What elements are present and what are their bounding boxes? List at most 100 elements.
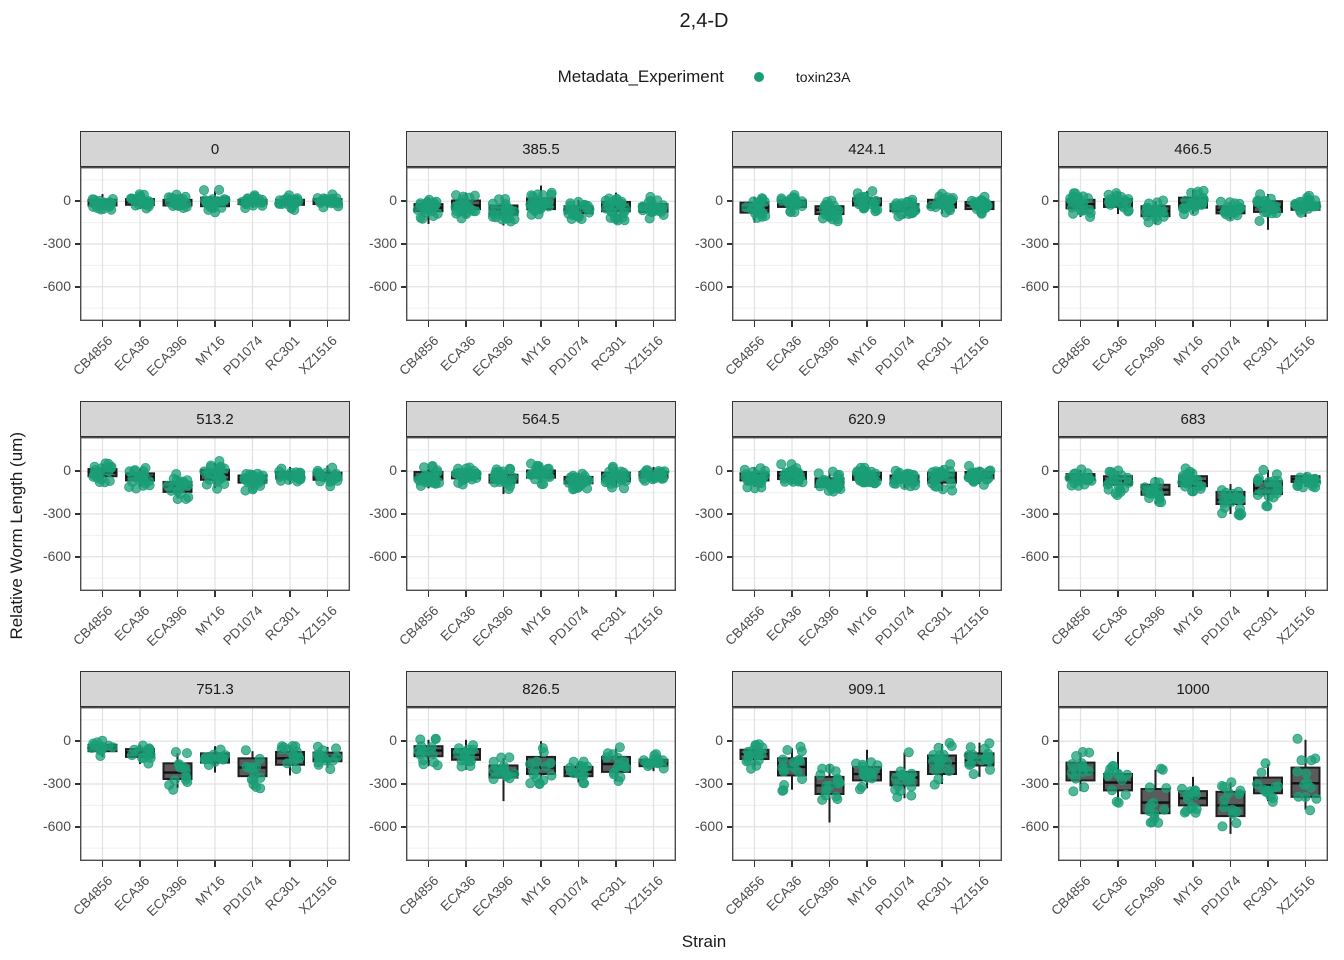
data-point [818,474,829,485]
x-tick-mark [791,321,793,327]
data-point [611,477,622,488]
data-point [1217,821,1228,832]
data-point [274,195,285,206]
x-tick-mark [577,591,580,597]
y-tick-mark [727,513,732,515]
x-tick-label-XZ1516: XZ1516 [948,333,993,378]
x-tick-label-PD1074: PD1074 [1197,333,1244,379]
x-tick-label-PD1074: PD1074 [1197,603,1244,649]
data-point [1113,769,1124,780]
data-point [432,760,443,771]
y-tick-label: 0 [63,732,71,749]
data-point [866,757,877,768]
legend-item-label: toxin23A [795,69,851,85]
data-point [1085,207,1096,218]
x-tick-label-XZ1516: XZ1516 [948,873,993,918]
x-tick-mark [652,591,655,597]
data-point [1152,215,1163,226]
data-point [1234,503,1245,514]
y-tick-mark [727,285,732,288]
x-tick-label-CB4856: CB4856 [395,603,442,649]
data-point [213,471,224,482]
y-tick-mark [75,513,80,515]
data-point [1115,487,1126,498]
x-tick-mark [540,591,542,597]
y-tick-label: 0 [389,732,397,749]
data-point [253,193,264,204]
data-point [906,790,917,801]
x-tick-label-CB4856: CB4856 [395,333,442,379]
x-tick-mark [866,591,868,597]
x-tick-mark [326,321,329,327]
data-point [1235,785,1246,796]
data-point [757,193,768,204]
data-point [644,213,655,224]
facet-grid: 0 0 -300 -600 CB4856 ECA36 ECA396 MY16 PD1074 RC3… [24,131,1328,941]
x-tick-label-PD1074: PD1074 [219,603,266,649]
data-point [1252,196,1263,207]
data-point [563,208,574,219]
data-point [531,756,542,767]
data-point [278,469,289,480]
data-point [1156,203,1167,214]
data-point [417,213,428,224]
x-tick-mark [615,321,617,327]
panel-canvas [1058,707,1328,861]
y-tick-mark [401,200,406,203]
facet-strip: 1000 [1058,671,1328,707]
y-tick-label: -300 [694,775,723,791]
data-point [95,200,106,211]
y-tick-mark [727,470,732,473]
x-tick-mark [214,591,216,597]
facet-panel-826.5: 826.5 0 -300 -600 CB4856 ECA36 ECA396 MY16 PD107… [350,671,676,941]
data-point [332,752,343,763]
data-point [856,781,867,792]
y-tick-label: -600 [1020,817,1049,834]
data-point [851,758,862,769]
data-point [1252,779,1263,790]
x-tick-label-XZ1516: XZ1516 [622,873,667,918]
data-point [130,465,141,476]
y-tick-mark [75,783,80,785]
data-point [1298,482,1309,493]
data-point [1189,206,1200,217]
x-tick-label-MY16: MY16 [844,603,880,639]
data-point [565,472,576,483]
y-tick-label: -300 [368,775,397,791]
data-point [789,207,800,218]
data-point [1182,474,1193,485]
data-point [1117,200,1128,211]
data-point [1218,802,1229,813]
x-tick-label-PD1074: PD1074 [1197,873,1244,919]
data-point [860,766,871,777]
data-point [1226,777,1237,788]
data-point [254,753,265,764]
data-point [821,785,832,796]
x-tick-mark [139,591,141,597]
data-point [933,742,944,753]
y-tick-label: 0 [1041,462,1049,479]
data-point [295,467,306,478]
x-tick-mark [465,321,467,327]
data-point [286,202,297,213]
x-tick-mark [903,861,906,867]
y-tick-label: -600 [42,817,71,834]
x-tick-mark [1117,861,1119,867]
x-tick-mark [828,591,831,597]
x-tick-mark [1304,591,1307,597]
data-point [205,460,216,471]
data-point [795,741,806,752]
y-tick-label: 0 [63,462,71,479]
data-point [1254,216,1265,227]
data-point [500,207,511,218]
data-point [432,208,443,219]
data-point [248,200,259,211]
y-tick-label: -600 [1020,277,1049,294]
data-point [1231,818,1242,829]
panel-border [1058,167,1328,321]
data-point [171,200,182,211]
x-tick-label-MY16: MY16 [844,873,880,909]
data-point [430,478,441,489]
x-tick-mark [214,861,216,867]
